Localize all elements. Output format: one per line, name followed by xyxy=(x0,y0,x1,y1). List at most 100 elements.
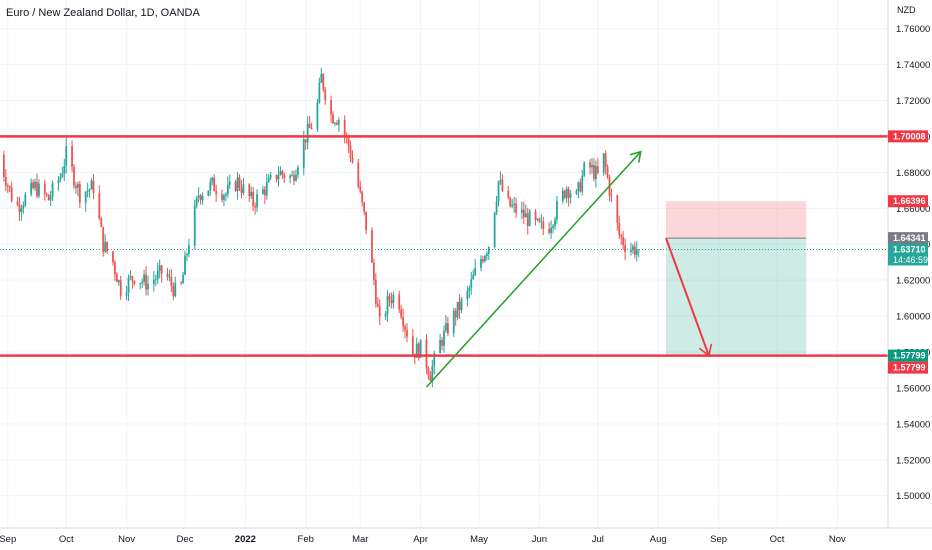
x-tick-label: Sep xyxy=(710,534,727,545)
candle-body xyxy=(308,124,311,129)
x-tick-label: Dec xyxy=(177,534,194,545)
candle-body xyxy=(542,221,545,229)
candle-body xyxy=(499,179,502,182)
candle-body xyxy=(376,303,379,307)
candle-body xyxy=(452,310,455,334)
time-axis[interactable]: Sep Oct Nov Dec 2022 Feb Mar Apr May Jun Jul Aug Sep… xyxy=(0,534,846,545)
x-tick-label: Oct xyxy=(770,534,785,545)
candle-body xyxy=(45,193,48,195)
drawings xyxy=(0,135,888,388)
candle-body xyxy=(589,162,591,168)
candle-body xyxy=(213,177,216,192)
candle-body xyxy=(221,194,223,200)
candle-body xyxy=(127,277,130,293)
candle-body xyxy=(569,193,572,198)
candle-body xyxy=(520,209,523,213)
candle-body xyxy=(267,177,270,183)
candle-body xyxy=(115,273,118,283)
candle-body xyxy=(291,174,294,176)
candle-body xyxy=(482,259,484,262)
candle-body xyxy=(320,73,323,83)
candle-body xyxy=(254,205,257,208)
y-tick-label: 1.68000 xyxy=(896,168,930,179)
candle-body xyxy=(310,128,313,130)
y-tick-label: 1.56000 xyxy=(896,383,930,394)
y-tick-label: 1.52000 xyxy=(896,455,930,466)
candle-body xyxy=(275,175,278,180)
candle-body xyxy=(252,191,255,206)
candle-body xyxy=(343,120,346,136)
candle-body xyxy=(147,283,149,290)
candle-body xyxy=(263,189,266,196)
candle-body xyxy=(431,366,434,381)
candle-body xyxy=(386,296,389,314)
y-tick-label: 1.50000 xyxy=(896,491,930,502)
candle-body xyxy=(630,250,632,252)
candle-body xyxy=(470,279,473,289)
candle-body xyxy=(112,251,114,263)
x-tick-label: Sep xyxy=(0,534,16,545)
candle-body xyxy=(388,296,391,300)
candle-body xyxy=(139,283,142,285)
candle-body xyxy=(458,301,461,311)
candle-body xyxy=(604,153,607,167)
candle-body xyxy=(143,274,146,282)
x-tick-label: May xyxy=(470,534,488,545)
candle-body xyxy=(567,188,570,198)
candle-body xyxy=(279,171,282,176)
candle-body xyxy=(633,246,636,255)
last-price-badge xyxy=(888,243,928,266)
candle-body xyxy=(65,146,68,166)
candle-body xyxy=(113,262,116,274)
candle-body xyxy=(174,282,177,297)
x-tick-label: Apr xyxy=(413,534,428,545)
candle-body xyxy=(38,183,40,197)
candle-body xyxy=(637,249,640,251)
x-tick-label: Jun xyxy=(532,534,547,545)
candle-body xyxy=(104,241,107,252)
candle-body xyxy=(156,270,159,279)
x-tick-label: Nov xyxy=(829,534,846,545)
candle-body xyxy=(556,201,558,220)
candle-body xyxy=(76,184,79,188)
candle-body xyxy=(32,182,35,189)
candle-body xyxy=(261,189,264,194)
candle-body xyxy=(73,166,75,186)
candle-body xyxy=(583,162,586,176)
candle-body xyxy=(193,205,196,246)
candle-body xyxy=(51,183,54,198)
candle-body xyxy=(88,189,91,191)
candle-body xyxy=(390,299,393,304)
candle-body xyxy=(234,181,237,191)
candle-body xyxy=(454,310,457,318)
candle-body xyxy=(593,164,595,180)
candle-body xyxy=(86,190,89,192)
candle-body xyxy=(359,186,362,192)
candle-body xyxy=(563,190,566,198)
candle-body xyxy=(238,177,241,189)
candle-body xyxy=(596,166,599,173)
level-badge-upper-label: 1.70008 xyxy=(893,131,926,141)
candle-body xyxy=(635,249,638,255)
candle-body xyxy=(24,194,27,206)
candle-body xyxy=(509,197,512,207)
candle-body xyxy=(8,185,11,188)
candle-body xyxy=(565,188,568,198)
candle-body xyxy=(248,184,251,197)
candle-body xyxy=(485,253,488,257)
candle-body xyxy=(429,375,432,381)
candle-body xyxy=(16,201,19,206)
x-tick-label: 2022 xyxy=(235,534,256,545)
candle-body xyxy=(415,343,418,358)
candle-body xyxy=(71,146,73,167)
candle-body xyxy=(250,191,253,197)
candle-body xyxy=(618,222,621,236)
candle-body xyxy=(133,280,136,285)
target-badge-label: 1.57799 xyxy=(893,351,926,361)
candle-body xyxy=(34,181,36,189)
stop-badge xyxy=(888,195,928,208)
candle-body xyxy=(186,254,188,256)
y-tick-label: 1.60000 xyxy=(896,312,930,323)
